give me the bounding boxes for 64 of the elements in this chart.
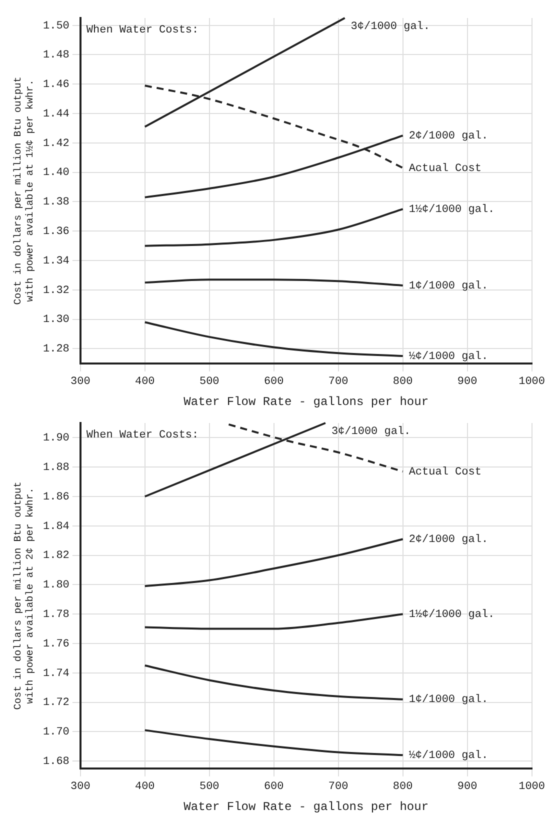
y-tick-label: 1.50 — [43, 20, 70, 32]
y-tick-label: 1.38 — [43, 196, 70, 209]
x-axis-title: Water Flow Rate - gallons per hour — [184, 394, 429, 409]
x-tick-label: 400 — [134, 780, 155, 793]
annotation: When Water Costs: — [86, 429, 199, 442]
series-label: 2¢/1000 gal. — [408, 534, 488, 546]
series-label: 1¢/1000 gal. — [408, 694, 488, 706]
series-label: 3¢/1000 gal. — [331, 426, 411, 438]
x-tick-label: 700 — [328, 780, 348, 793]
y-tick-label: 1.80 — [43, 580, 70, 592]
x-tick-label: 800 — [392, 376, 413, 388]
y-tick-label: 1.72 — [43, 697, 70, 710]
y-tick-label: 1.88 — [43, 462, 70, 474]
series-label: 2¢/1000 gal. — [408, 130, 488, 142]
x-tick-label: 500 — [199, 376, 220, 388]
x-tick-label: 700 — [328, 376, 348, 388]
y-tick-label: 1.36 — [43, 226, 70, 238]
annotation: When Water Costs: — [86, 24, 199, 36]
y-axis-title: Cost in dollars per million Btu output with power available at 1½¢ per kwhr. — [12, 76, 37, 305]
y-tick-label: 1.40 — [43, 167, 70, 180]
y-axis-title: Cost in dollars per million Btu output with power available at 2¢ per kwhr. — [12, 482, 37, 710]
x-axis-title: Water Flow Rate - gallons per hour — [184, 800, 429, 814]
x-tick-label: 300 — [70, 376, 90, 388]
y-tick-label: 1.42 — [43, 138, 70, 150]
series-label: ½¢/1000 gal. — [408, 750, 488, 762]
line-series — [144, 208, 404, 247]
series-label: 1¢/1000 gal. — [408, 280, 488, 292]
y-tick-label: 1.32 — [43, 284, 70, 297]
y-tick-label: 1.70 — [43, 726, 70, 739]
series-label: 1½¢/1000 gal. — [408, 204, 495, 216]
series-label: Actual Cost — [408, 162, 482, 175]
x-tick-label: 500 — [199, 780, 220, 793]
x-tick-label: 300 — [70, 780, 90, 793]
x-tick-label: 600 — [264, 376, 284, 388]
y-tick-label: 1.68 — [43, 756, 70, 768]
x-tick-label: 900 — [457, 376, 478, 388]
x-tick-label: 600 — [264, 780, 284, 793]
y-tick-label: 1.34 — [43, 255, 70, 268]
y-tick-label: 1.48 — [43, 50, 70, 62]
line-series — [144, 664, 404, 700]
series-label: 1½¢/1000 gal. — [408, 608, 495, 621]
series-label: ½¢/1000 gal. — [408, 350, 488, 363]
y-tick-label: 1.78 — [43, 608, 70, 621]
y-tick-label: 1.90 — [43, 432, 70, 445]
line-series — [144, 538, 404, 588]
x-tick-label: 900 — [457, 780, 478, 793]
y-tick-label: 1.28 — [43, 344, 70, 356]
x-tick-label: 1000 — [518, 376, 545, 388]
y-tick-label: 1.30 — [43, 314, 70, 326]
line-series — [144, 729, 404, 756]
line-series — [144, 321, 404, 358]
y-tick-label: 1.46 — [43, 79, 70, 92]
y-tick-label: 1.82 — [43, 550, 70, 562]
y-tick-label: 1.76 — [43, 638, 70, 650]
x-tick-label: 1000 — [518, 780, 545, 793]
y-tick-label: 1.74 — [43, 668, 70, 680]
x-tick-label: 800 — [392, 780, 413, 793]
y-tick-label: 1.44 — [43, 108, 70, 120]
line-series — [144, 613, 404, 630]
y-tick-label: 1.84 — [43, 520, 70, 533]
y-tick-label: 1.86 — [43, 491, 70, 504]
series-label: Actual Cost — [408, 466, 482, 478]
series-label: 3¢/1000 gal. — [350, 20, 430, 33]
x-tick-label: 400 — [134, 376, 155, 388]
